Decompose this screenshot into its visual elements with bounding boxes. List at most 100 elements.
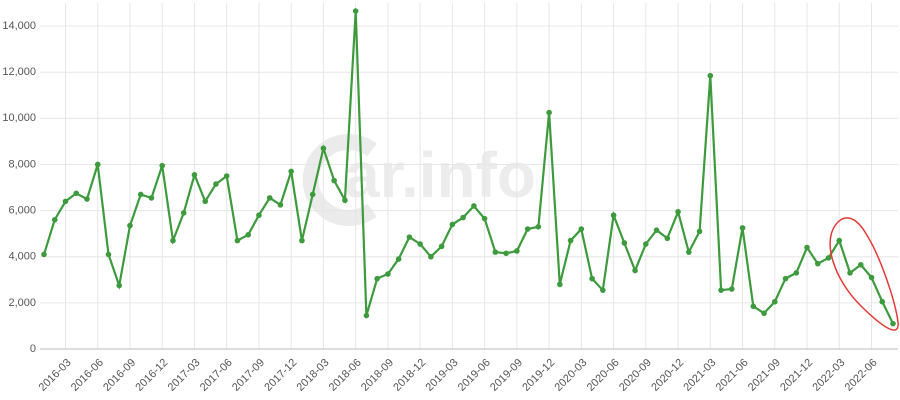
point xyxy=(385,271,391,277)
point xyxy=(621,240,628,246)
point xyxy=(266,195,273,201)
x-tick-label: 2018-12 xyxy=(391,357,428,394)
point xyxy=(481,215,488,222)
x-tick-label: 2017-06 xyxy=(198,357,235,394)
point xyxy=(202,198,209,205)
point xyxy=(363,312,370,319)
highlight-ellipse xyxy=(829,217,899,331)
point xyxy=(675,208,681,215)
point xyxy=(750,303,757,310)
point xyxy=(137,191,144,198)
point xyxy=(814,260,821,267)
point xyxy=(825,255,832,261)
point xyxy=(503,250,509,257)
x-tick-label: 2016-06 xyxy=(69,357,106,394)
y-tick-label: 8,000 xyxy=(8,158,36,170)
y-tick-label: 6,000 xyxy=(8,205,36,217)
point xyxy=(191,172,198,178)
y-tick-label: 10,000 xyxy=(2,112,36,124)
point xyxy=(288,168,294,175)
x-tick-label: 2021-09 xyxy=(746,357,783,394)
point xyxy=(546,109,552,116)
point xyxy=(41,251,47,258)
point xyxy=(771,298,778,305)
point xyxy=(718,287,724,293)
watermark: ar.info xyxy=(344,139,536,211)
point xyxy=(213,181,219,187)
x-tick-label: 2018-06 xyxy=(327,357,364,394)
x-tick-label: 2017-09 xyxy=(230,357,267,394)
point xyxy=(180,210,187,216)
x-tick-label: 2020-12 xyxy=(649,357,686,394)
point xyxy=(728,286,735,292)
x-tick-label: 2020-09 xyxy=(617,357,654,394)
point xyxy=(847,270,853,276)
point xyxy=(331,177,337,184)
point xyxy=(449,221,456,228)
x-tick-label: 2018-03 xyxy=(295,357,332,394)
point xyxy=(374,275,380,282)
x-tick-label: 2022-03 xyxy=(810,357,847,394)
point xyxy=(761,310,767,317)
point xyxy=(159,162,166,169)
point xyxy=(395,256,402,262)
point xyxy=(73,190,80,197)
point xyxy=(234,237,241,244)
point xyxy=(868,274,875,281)
point xyxy=(610,212,617,219)
point xyxy=(696,228,703,235)
point xyxy=(94,161,101,168)
point xyxy=(707,72,714,79)
point xyxy=(643,241,649,247)
point xyxy=(116,282,123,289)
point xyxy=(406,234,413,240)
point xyxy=(578,226,585,232)
point xyxy=(256,212,262,219)
point xyxy=(535,223,542,230)
point xyxy=(51,217,58,223)
point xyxy=(524,226,531,232)
x-tick-label: 2021-06 xyxy=(714,357,751,394)
point xyxy=(589,275,595,282)
point xyxy=(299,237,305,244)
point xyxy=(309,191,316,198)
point xyxy=(686,249,692,255)
point xyxy=(782,275,789,282)
x-tick-label: 2019-06 xyxy=(456,357,493,394)
x-tick-label: 2021-12 xyxy=(778,357,815,394)
y-tick-label: 12,000 xyxy=(2,66,36,78)
point xyxy=(879,298,886,305)
x-tick-label: 2021-03 xyxy=(681,357,718,394)
point xyxy=(438,243,445,250)
point xyxy=(632,267,638,274)
point xyxy=(245,232,251,238)
point xyxy=(342,197,348,204)
point xyxy=(664,235,671,242)
point xyxy=(223,173,230,179)
x-tick-label: 2016-12 xyxy=(133,357,170,394)
point xyxy=(352,8,359,14)
point xyxy=(127,222,133,229)
point xyxy=(460,214,466,221)
point xyxy=(492,249,499,255)
point xyxy=(836,237,843,244)
point xyxy=(514,248,520,254)
point xyxy=(277,202,284,208)
point xyxy=(653,227,660,234)
point xyxy=(804,244,810,251)
x-tick-label: 2016-09 xyxy=(101,357,138,394)
point xyxy=(739,225,746,231)
y-tick-label: 0 xyxy=(30,343,36,355)
x-tick-label: 2020-06 xyxy=(585,357,622,394)
point xyxy=(471,203,477,209)
point xyxy=(857,262,864,268)
point xyxy=(890,320,896,327)
point xyxy=(170,237,176,244)
x-tick-label: 2018-09 xyxy=(359,357,396,394)
point xyxy=(320,145,327,152)
point xyxy=(793,270,800,276)
x-tick-label: 2019-03 xyxy=(424,357,461,394)
point xyxy=(428,253,434,260)
x-tick-label: 2016-03 xyxy=(37,357,74,394)
